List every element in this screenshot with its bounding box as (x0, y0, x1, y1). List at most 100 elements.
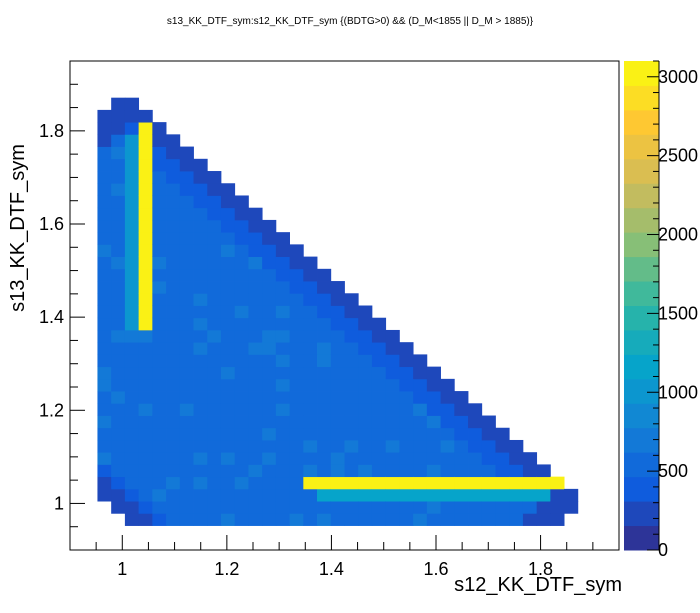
heatmap-cell (166, 415, 181, 429)
heatmap-cell (97, 464, 112, 478)
heatmap-cell (207, 183, 222, 196)
heatmap-cell (166, 439, 181, 453)
heatmap-cell (262, 354, 277, 368)
heatmap-cell (413, 476, 428, 490)
heatmap-cell (124, 378, 140, 392)
heatmap-cell (303, 427, 318, 441)
heatmap-cell (220, 195, 236, 209)
heatmap-cell (193, 439, 208, 453)
heatmap-cell (193, 171, 208, 184)
heatmap-cell (317, 293, 332, 306)
heatmap-cell (193, 476, 208, 490)
heatmap-cell (166, 232, 181, 245)
heatmap-cell (220, 207, 236, 221)
heatmap-cell (166, 219, 181, 233)
heatmap-cell (152, 122, 167, 135)
heatmap-cell (124, 97, 140, 111)
heatmap-cell (371, 501, 387, 514)
heatmap-cell (275, 317, 290, 331)
heatmap-cell (193, 244, 208, 257)
heatmap-cell (468, 403, 483, 416)
heatmap-cell (207, 476, 222, 490)
heatmap-cell (111, 439, 126, 453)
heatmap-cell (97, 415, 112, 429)
heatmap-cell (248, 268, 263, 282)
heatmap-cell (550, 488, 565, 502)
heatmap-cell (234, 317, 249, 331)
heatmap-cell (248, 207, 263, 221)
heatmap-cell (179, 207, 194, 221)
color-scale-swatch (624, 403, 659, 429)
heatmap-cell (124, 391, 140, 404)
heatmap-cell (207, 366, 222, 380)
heatmap-cell (413, 452, 428, 465)
heatmap-cell (220, 501, 236, 514)
heatmap-cell (97, 427, 112, 441)
x-tick-label: 1.4 (319, 559, 344, 579)
heatmap-cell (385, 378, 400, 392)
heatmap-cell (166, 268, 181, 282)
heatmap-cell (385, 513, 400, 526)
heatmap-cell (289, 281, 304, 294)
heatmap-cell (303, 378, 318, 392)
heatmap-cell (124, 146, 140, 160)
heatmap-cell (248, 403, 263, 416)
heatmap-cell (262, 342, 277, 355)
heatmap-cell (179, 293, 194, 306)
heatmap-cell (207, 427, 222, 441)
heatmap-cell (248, 232, 263, 245)
heatmap-cell (97, 281, 112, 294)
heatmap-cell (138, 403, 153, 416)
heatmap-cell (481, 513, 496, 526)
heatmap-cell (385, 329, 400, 343)
heatmap-cell (124, 109, 140, 123)
heatmap-cell (152, 268, 167, 282)
heatmap-cell (399, 366, 414, 380)
heatmap-cell (275, 501, 290, 514)
heatmap-cell (152, 464, 167, 478)
heatmap-cell (234, 268, 249, 282)
heatmap-cell (289, 268, 304, 282)
heatmap-cell (97, 219, 112, 233)
heatmap-cell (385, 354, 400, 368)
heatmap-cell (124, 219, 140, 233)
heatmap-cell (248, 354, 263, 368)
heatmap-cell (344, 293, 359, 306)
heatmap-cell (97, 305, 112, 319)
heatmap-cell (152, 342, 167, 355)
heatmap-cell (234, 439, 249, 453)
heatmap-cell (220, 183, 236, 196)
heatmap-cell (248, 513, 263, 526)
heatmap-cell (220, 293, 236, 306)
heatmap-cell (124, 403, 140, 416)
heatmap-cell (262, 293, 277, 306)
heatmap-cell (111, 476, 126, 490)
heatmap-cell (193, 329, 208, 343)
heatmap-cell (509, 513, 524, 526)
heatmap-cell (193, 305, 208, 319)
heatmap-cell (124, 158, 140, 172)
heatmap-cell (385, 476, 400, 490)
heatmap-cell (303, 415, 318, 429)
heatmap-cell (234, 354, 249, 368)
heatmap-cell (371, 513, 387, 526)
heatmap-cell (152, 305, 167, 319)
heatmap-cell (166, 281, 181, 294)
heatmap-cell (385, 366, 400, 380)
heatmap-cell (166, 329, 181, 343)
heatmap-cell (97, 183, 112, 196)
heatmap-cell (234, 342, 249, 355)
heatmap-cell (179, 464, 194, 478)
heatmap-cell (275, 513, 290, 526)
heatmap-cell (220, 415, 236, 429)
heatmap-cell (344, 476, 359, 490)
heatmap-cell (97, 354, 112, 368)
heatmap-cell (303, 476, 318, 490)
heatmap-cell (124, 354, 140, 368)
heatmap-cell (289, 464, 304, 478)
heatmap-cell (454, 476, 469, 490)
heatmap-cell (426, 439, 441, 453)
heatmap-cell (358, 415, 373, 429)
color-scale-swatch (624, 501, 659, 527)
heatmap-cell (97, 452, 112, 465)
